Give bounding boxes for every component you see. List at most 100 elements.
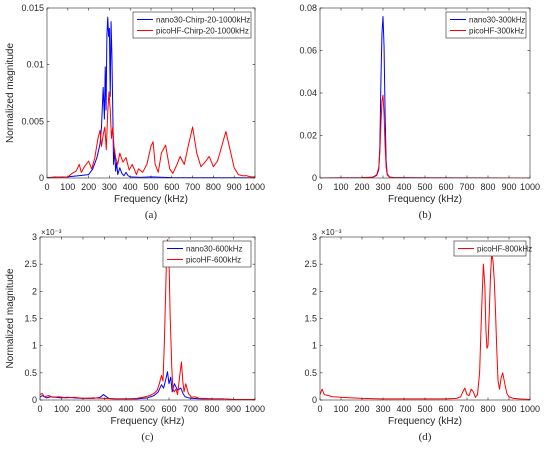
series-line-1	[320, 252, 530, 400]
panel-label: (a)	[145, 209, 158, 221]
y-tick-label: 1	[312, 341, 317, 351]
x-tick-label: 200	[354, 404, 369, 414]
legend: nano30-300kHz picoHF-300kHz	[445, 11, 527, 39]
y-tick-label: 2.5	[304, 259, 317, 269]
x-tick-label: 500	[417, 404, 432, 414]
x-tick-label: 900	[226, 404, 241, 414]
legend-entry: picoHF-800kHz	[477, 245, 532, 254]
chart-panel-d: 0 100 200 300 400 500 600 700 800 900 1000 0 0.5 1 1.5…	[304, 228, 540, 443]
x-tick-label: 400	[396, 182, 411, 192]
x-tick-label: 100	[333, 404, 348, 414]
x-tick-label: 1000	[520, 404, 540, 414]
x-axis-label: Frequency (kHz)	[114, 194, 188, 205]
legend-box	[445, 11, 527, 39]
x-tick-label: 300	[375, 182, 390, 192]
x-tick-label: 300	[97, 404, 112, 414]
y-tick-label: 2	[32, 286, 37, 296]
chart-panel-b: 0 100 200 300 400 500 600 700 800 900 1000 0 0.02 0.0…	[299, 3, 540, 221]
x-tick-label: 200	[81, 182, 96, 192]
y-tick-label: 3	[32, 232, 37, 242]
x-tick-label: 500	[140, 404, 155, 414]
x-tick-label: 0	[317, 182, 322, 192]
series-line-2	[320, 94, 530, 178]
legend: nano30-Chirp-20-1000kHz picoHF-Chirp-20-1…	[132, 11, 252, 39]
x-tick-label: 600	[161, 404, 176, 414]
y-tick-label: 3	[312, 232, 317, 242]
y-tick-label: 1.5	[304, 314, 317, 324]
x-tick-label: 1000	[520, 182, 540, 192]
x-tick-label: 200	[354, 182, 369, 192]
y-tick-label: 0.01	[26, 60, 44, 70]
y-tick-label: 0.5	[304, 368, 317, 378]
x-tick-label: 600	[438, 182, 453, 192]
x-tick-label: 400	[118, 404, 133, 414]
x-tick-label: 700	[459, 404, 474, 414]
y-tick-label: 0.015	[21, 3, 44, 13]
x-tick-label: 200	[75, 404, 90, 414]
x-tick-label: 1000	[245, 182, 265, 192]
y-tick-label: 0.08	[299, 3, 317, 13]
x-tick-label: 0	[317, 404, 322, 414]
y-tick-label: 0	[312, 395, 317, 405]
x-tick-label: 800	[480, 182, 495, 192]
y-tick-label: 2	[312, 286, 317, 296]
series-line-2	[47, 91, 255, 178]
x-tick-label: 900	[501, 404, 516, 414]
legend-entry: nano30-600kHz	[186, 245, 242, 254]
y-tick-label: 0.005	[21, 116, 44, 126]
y-axis-label: Normalized magnitude	[5, 268, 16, 368]
x-tick-label: 1000	[245, 404, 265, 414]
legend: picoHF-800kHz	[453, 240, 532, 257]
y-tick-label: 0	[32, 395, 37, 405]
x-tick-label: 700	[459, 182, 474, 192]
legend-entry: picoHF-Chirp-20-1000kHz	[156, 27, 249, 36]
y-exponent-label: ×10⁻³	[41, 228, 62, 237]
legend-box	[132, 11, 252, 39]
x-tick-label: 100	[54, 404, 69, 414]
legend-entry: nano30-300kHz	[469, 16, 525, 25]
x-tick-label: 400	[123, 182, 138, 192]
x-axis-label: Frequency (kHz)	[388, 194, 462, 205]
y-axis-label: Normalized magnitude	[5, 43, 16, 143]
x-tick-label: 600	[438, 404, 453, 414]
x-tick-label: 700	[183, 404, 198, 414]
panel-label: (d)	[419, 431, 432, 443]
x-tick-label: 0	[37, 404, 42, 414]
legend-entry: nano30-Chirp-20-1000kHz	[156, 16, 250, 25]
y-tick-label: 0.02	[299, 131, 317, 141]
x-tick-label: 300	[375, 404, 390, 414]
x-tick-label: 900	[227, 182, 242, 192]
plot-area	[320, 237, 530, 400]
y-exponent-label: ×10⁻³	[321, 228, 342, 237]
y-tick-label: 0.06	[299, 46, 317, 56]
chart-panel-c: 0 100 200 300 400 500 600 700 800 900 1000 0 0.5 1 1.5…	[5, 228, 265, 443]
x-axis-label: Frequency (kHz)	[111, 416, 185, 427]
series-line-1	[47, 16, 255, 178]
y-tick-label: 0.04	[299, 88, 317, 98]
x-tick-label: 0	[44, 182, 49, 192]
x-axis-label: Frequency (kHz)	[388, 416, 462, 427]
x-tick-label: 300	[102, 182, 117, 192]
legend-entry: picoHF-300kHz	[469, 27, 524, 36]
panel-label: (b)	[419, 209, 432, 221]
legend-entry: picoHF-600kHz	[186, 256, 241, 265]
panel-label: (c)	[141, 431, 154, 443]
x-tick-label: 800	[206, 182, 221, 192]
x-tick-label: 500	[143, 182, 158, 192]
x-tick-label: 900	[501, 182, 516, 192]
legend-box	[162, 240, 252, 268]
y-tick-label: 1.5	[24, 314, 37, 324]
y-tick-label: 0.5	[24, 368, 37, 378]
x-tick-label: 100	[60, 182, 75, 192]
y-tick-label: 0	[312, 173, 317, 183]
legend: nano30-600kHz picoHF-600kHz	[162, 240, 252, 268]
legend-box	[453, 240, 527, 257]
x-tick-label: 700	[185, 182, 200, 192]
x-tick-label: 800	[480, 404, 495, 414]
x-tick-label: 800	[204, 404, 219, 414]
y-tick-label: 1	[32, 341, 37, 351]
x-tick-label: 400	[396, 404, 411, 414]
y-tick-label: 2.5	[24, 259, 37, 269]
chart-panel-a: 0 100 200 300 400 500 600 700 800 900 1000 0 0.005 0.…	[5, 3, 265, 221]
